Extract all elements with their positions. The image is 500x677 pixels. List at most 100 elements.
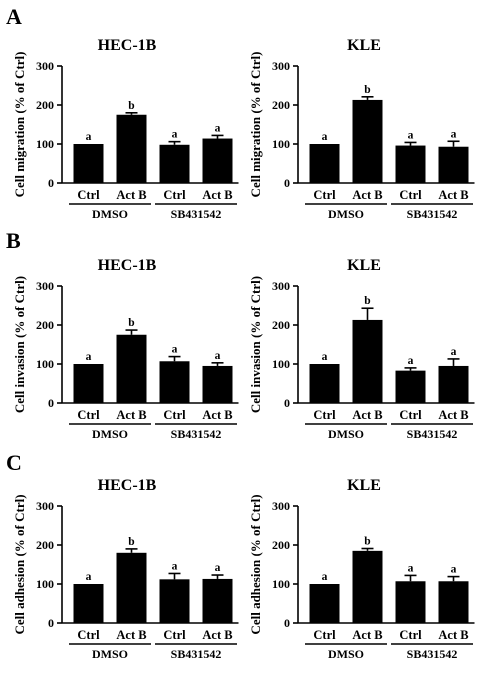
x-tick-label: Act B <box>352 628 382 642</box>
bar-act-b <box>116 552 147 623</box>
bar-ctrl <box>309 144 340 183</box>
significance-label: a <box>322 131 328 143</box>
group-label-sb431542: SB431542 <box>407 427 458 441</box>
y-axis-label: Cell migration (% of Ctrl) <box>248 52 263 198</box>
significance-label: a <box>322 571 328 583</box>
x-tick-label: Act B <box>116 188 146 202</box>
chart-c-kle: KLE Cell adhesion (% of Ctrl) 0 100 200 300 a C… <box>248 477 475 661</box>
chart-a-hec1b: HEC-1B Cell migration (% of Ctrl) 0 100 200 3… <box>12 37 239 221</box>
bar-ctrl <box>309 364 340 403</box>
bar-ctrl <box>309 584 340 623</box>
y-tick-label: 300 <box>36 279 54 293</box>
significance-label: a <box>451 128 457 140</box>
y-tick-label: 300 <box>36 499 54 513</box>
x-tick-label: Ctrl <box>163 408 186 422</box>
x-tick-label: Ctrl <box>399 628 422 642</box>
chart-title: KLE <box>347 37 381 54</box>
y-axis-label: Cell adhesion (% of Ctrl) <box>12 494 27 634</box>
chart-b-hec1b: HEC-1B Cell invasion (% of Ctrl) 0 100 200 30… <box>12 257 239 441</box>
x-tick-label: Act B <box>202 628 232 642</box>
group-label-sb431542: SB431542 <box>171 427 222 441</box>
y-tick-label: 100 <box>272 577 290 591</box>
x-tick-label: Ctrl <box>77 408 100 422</box>
significance-label: a <box>408 355 414 367</box>
significance-label: a <box>172 129 178 141</box>
x-tick-label: Ctrl <box>399 188 422 202</box>
x-tick-label: Act B <box>352 408 382 422</box>
y-tick-label: 0 <box>48 396 54 410</box>
x-tick-label: Ctrl <box>399 408 422 422</box>
y-tick-label: 100 <box>36 577 54 591</box>
chart-title: HEC-1B <box>98 257 157 274</box>
x-tick-label: Act B <box>202 188 232 202</box>
significance-label: a <box>408 129 414 141</box>
x-tick-label: Ctrl <box>77 188 100 202</box>
significance-label: a <box>86 571 92 583</box>
significance-label: a <box>172 560 178 572</box>
y-tick-label: 200 <box>36 538 54 552</box>
significance-label: b <box>128 317 134 329</box>
x-tick-label: Ctrl <box>313 628 336 642</box>
y-tick-label: 100 <box>36 357 54 371</box>
significance-label: a <box>451 346 457 358</box>
bar-ctrl <box>73 584 104 623</box>
y-tick-label: 100 <box>272 357 290 371</box>
y-tick-label: 0 <box>48 176 54 190</box>
y-tick-label: 300 <box>272 279 290 293</box>
bar-ctrl <box>159 144 190 183</box>
y-axis-label: Cell invasion (% of Ctrl) <box>12 276 27 413</box>
y-axis-label: Cell adhesion (% of Ctrl) <box>248 494 263 634</box>
bar-act-b <box>352 99 383 183</box>
group-label-sb431542: SB431542 <box>171 207 222 221</box>
x-tick-label: Ctrl <box>313 188 336 202</box>
bar-act-b <box>116 334 147 403</box>
chart-title: HEC-1B <box>98 37 157 54</box>
significance-label: a <box>86 351 92 363</box>
bar-ctrl <box>159 361 190 403</box>
significance-label: a <box>215 562 221 574</box>
y-tick-label: 200 <box>272 98 290 112</box>
x-tick-label: Act B <box>438 628 468 642</box>
chart-title: KLE <box>347 257 381 274</box>
group-label-dmso: DMSO <box>92 427 128 441</box>
y-tick-label: 200 <box>272 538 290 552</box>
chart-title: HEC-1B <box>98 477 157 494</box>
chart-b-kle: KLE Cell invasion (% of Ctrl) 0 100 200 300 a C… <box>248 257 475 441</box>
significance-label: b <box>128 536 134 548</box>
significance-label: a <box>322 351 328 363</box>
bar-ctrl <box>159 579 190 623</box>
y-tick-label: 200 <box>272 318 290 332</box>
significance-label: a <box>86 131 92 143</box>
group-label-dmso: DMSO <box>92 647 128 661</box>
y-tick-label: 200 <box>36 318 54 332</box>
y-tick-label: 0 <box>284 396 290 410</box>
significance-label: a <box>215 350 221 362</box>
chart-c-hec1b: HEC-1B Cell adhesion (% of Ctrl) 0 100 200 30… <box>12 477 239 661</box>
group-label-sb431542: SB431542 <box>407 207 458 221</box>
panel-letter-a: A <box>6 4 22 29</box>
y-tick-label: 0 <box>284 616 290 630</box>
chart-title: KLE <box>347 477 381 494</box>
y-tick-label: 300 <box>272 59 290 73</box>
bar-act-b <box>438 146 469 183</box>
y-tick-label: 300 <box>36 59 54 73</box>
significance-label: b <box>364 84 370 96</box>
group-label-dmso: DMSO <box>92 207 128 221</box>
x-tick-label: Act B <box>438 408 468 422</box>
bar-act-b <box>202 138 233 183</box>
bar-act-b <box>202 365 233 403</box>
bar-ctrl <box>395 370 426 403</box>
bar-act-b <box>116 114 147 183</box>
chart-a-kle: KLE Cell migration (% of Ctrl) 0 100 200 300 a… <box>248 37 475 221</box>
y-tick-label: 300 <box>272 499 290 513</box>
group-label-dmso: DMSO <box>328 427 364 441</box>
bar-ctrl <box>73 364 104 403</box>
bar-act-b <box>202 578 233 623</box>
significance-label: a <box>451 564 457 576</box>
y-tick-label: 100 <box>36 137 54 151</box>
significance-label: a <box>408 562 414 574</box>
bar-act-b <box>438 365 469 403</box>
y-tick-label: 100 <box>272 137 290 151</box>
y-tick-label: 200 <box>36 98 54 112</box>
y-tick-label: 0 <box>48 616 54 630</box>
